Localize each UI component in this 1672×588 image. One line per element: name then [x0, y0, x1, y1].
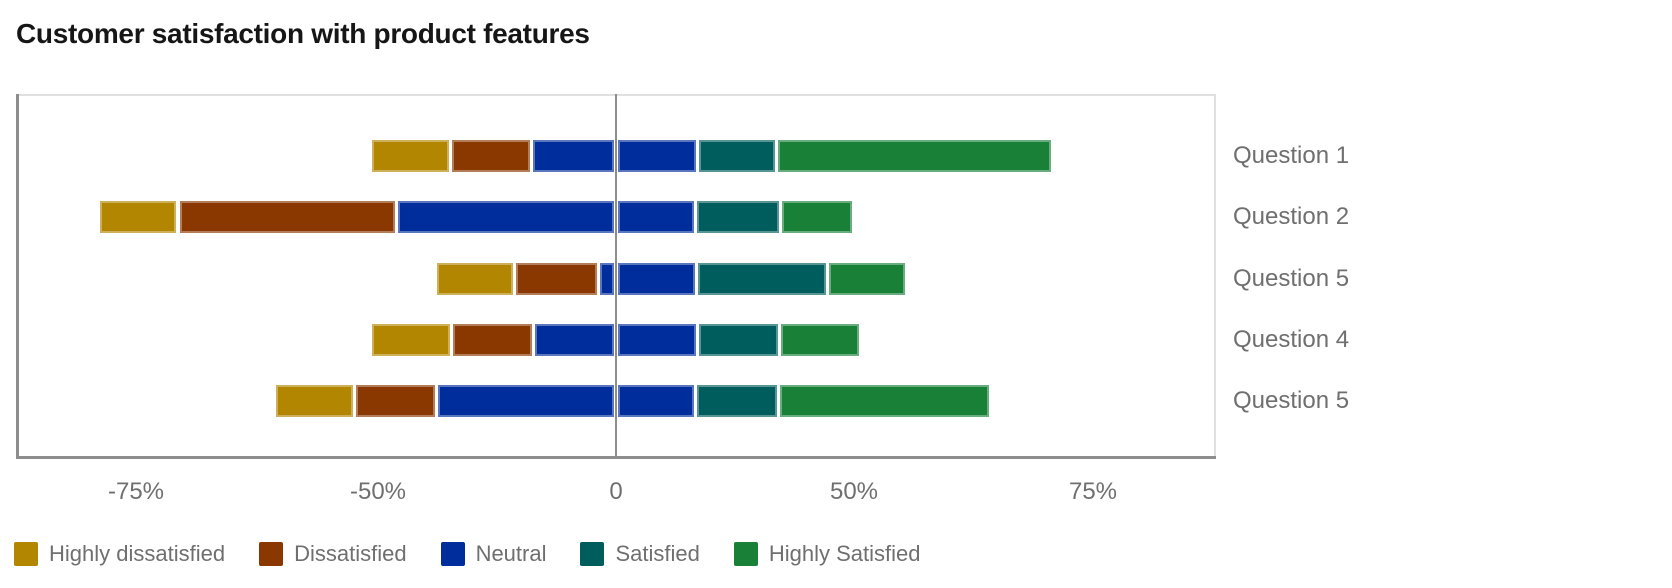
legend-swatch-icon: [580, 542, 605, 566]
legend-item-satisfied[interactable]: Satisfied: [580, 541, 700, 567]
bar-segment-highly-satisfied[interactable]: [781, 201, 853, 233]
x-tick-label: 75%: [1068, 478, 1118, 505]
category-label: Question 2: [1233, 203, 1350, 230]
legend-swatch-icon: [733, 542, 758, 566]
legend: Highly dissatisfied Dissatisfied Neutral Sa…: [14, 541, 921, 567]
bar-segment-neutral[interactable]: [533, 140, 615, 172]
bar-segment-dissatisfied[interactable]: [451, 140, 531, 172]
legend-item-neutral[interactable]: Neutral: [440, 541, 547, 567]
bar-segment-satisfied[interactable]: [699, 140, 776, 172]
plot-border-right: [1214, 94, 1216, 459]
legend-label: Satisfied: [615, 541, 700, 566]
legend-label: Highly dissatisfied: [49, 541, 226, 566]
bar-segment-neutral[interactable]: [437, 385, 615, 417]
category-label: Question 5: [1233, 387, 1350, 414]
legend-item-highly-dissatisfied[interactable]: Highly dissatisfied: [14, 541, 225, 567]
legend-item-dissatisfied[interactable]: Dissatisfied: [259, 541, 407, 567]
bar-segment-highly-satisfied[interactable]: [828, 263, 906, 295]
bar-segment-highly-dissatisfied[interactable]: [99, 201, 177, 233]
legend-swatch-icon: [14, 542, 38, 566]
bar-segment-neutral[interactable]: [617, 201, 695, 233]
bar-segment-satisfied[interactable]: [699, 324, 778, 356]
bar-segment-dissatisfied[interactable]: [356, 385, 435, 417]
bar-segment-highly-dissatisfied[interactable]: [372, 324, 450, 356]
bar-segment-highly-dissatisfied[interactable]: [436, 263, 513, 295]
category-label: Question 4: [1233, 326, 1350, 353]
zero-axis-line: [615, 94, 617, 459]
bar-segment-dissatisfied[interactable]: [515, 263, 597, 295]
bar-segment-neutral[interactable]: [599, 263, 615, 295]
bar-segment-satisfied[interactable]: [697, 263, 826, 295]
bar-segment-neutral[interactable]: [535, 324, 615, 356]
bar-segment-neutral[interactable]: [617, 140, 697, 172]
legend-label: Neutral: [475, 541, 547, 566]
bar-segment-highly-dissatisfied[interactable]: [371, 140, 449, 172]
category-label: Question 5: [1233, 265, 1350, 292]
bar-segment-highly-satisfied[interactable]: [778, 140, 1051, 172]
x-tick-label: 50%: [829, 478, 879, 505]
plot-border-left: [16, 94, 19, 459]
bar-segment-highly-satisfied[interactable]: [780, 324, 859, 356]
bar-segment-neutral[interactable]: [617, 263, 695, 295]
bar-segment-dissatisfied[interactable]: [452, 324, 533, 356]
x-tick-label: -75%: [107, 478, 165, 505]
legend-swatch-icon: [440, 542, 465, 566]
legend-label: Highly Satisfied: [768, 541, 921, 566]
bar-segment-dissatisfied[interactable]: [179, 201, 395, 233]
plot-area: [16, 94, 1216, 459]
bar-segment-neutral[interactable]: [617, 324, 697, 356]
x-tick-label: 0: [609, 478, 623, 505]
category-label: Question 1: [1233, 142, 1350, 169]
legend-swatch-icon: [259, 542, 284, 566]
bar-segment-satisfied[interactable]: [697, 201, 779, 233]
bar-segment-highly-dissatisfied[interactable]: [276, 385, 354, 417]
bar-segment-neutral[interactable]: [617, 385, 694, 417]
legend-label: Dissatisfied: [294, 541, 407, 566]
x-tick-label: -50%: [349, 478, 407, 505]
legend-item-highly-satisfied[interactable]: Highly Satisfied: [733, 541, 921, 567]
bar-segment-satisfied[interactable]: [696, 385, 777, 417]
bar-segment-neutral[interactable]: [397, 201, 615, 233]
bar-segment-highly-satisfied[interactable]: [779, 385, 989, 417]
chart-title: Customer satisfaction with product featu…: [16, 18, 590, 49]
